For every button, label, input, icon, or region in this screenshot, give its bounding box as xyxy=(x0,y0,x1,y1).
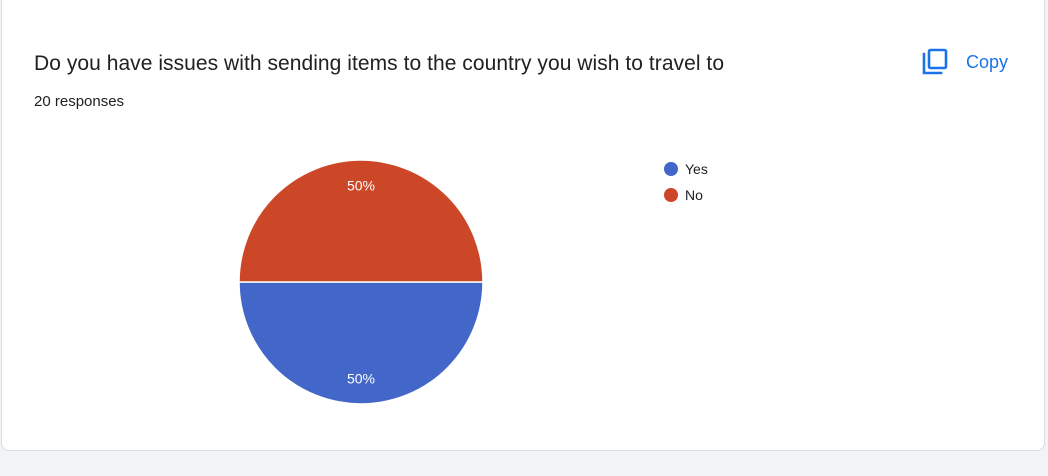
legend-swatch-no xyxy=(664,188,678,202)
slice-label-yes: 50% xyxy=(347,370,375,386)
pie-chart: 50% 50% Yes No xyxy=(2,0,1046,451)
chart-card: Do you have issues with sending items to… xyxy=(1,0,1045,451)
legend-label-no[interactable]: No xyxy=(685,187,703,203)
legend-swatch-yes xyxy=(664,162,678,176)
legend-label-yes[interactable]: Yes xyxy=(685,161,708,177)
slice-label-no: 50% xyxy=(347,178,375,194)
